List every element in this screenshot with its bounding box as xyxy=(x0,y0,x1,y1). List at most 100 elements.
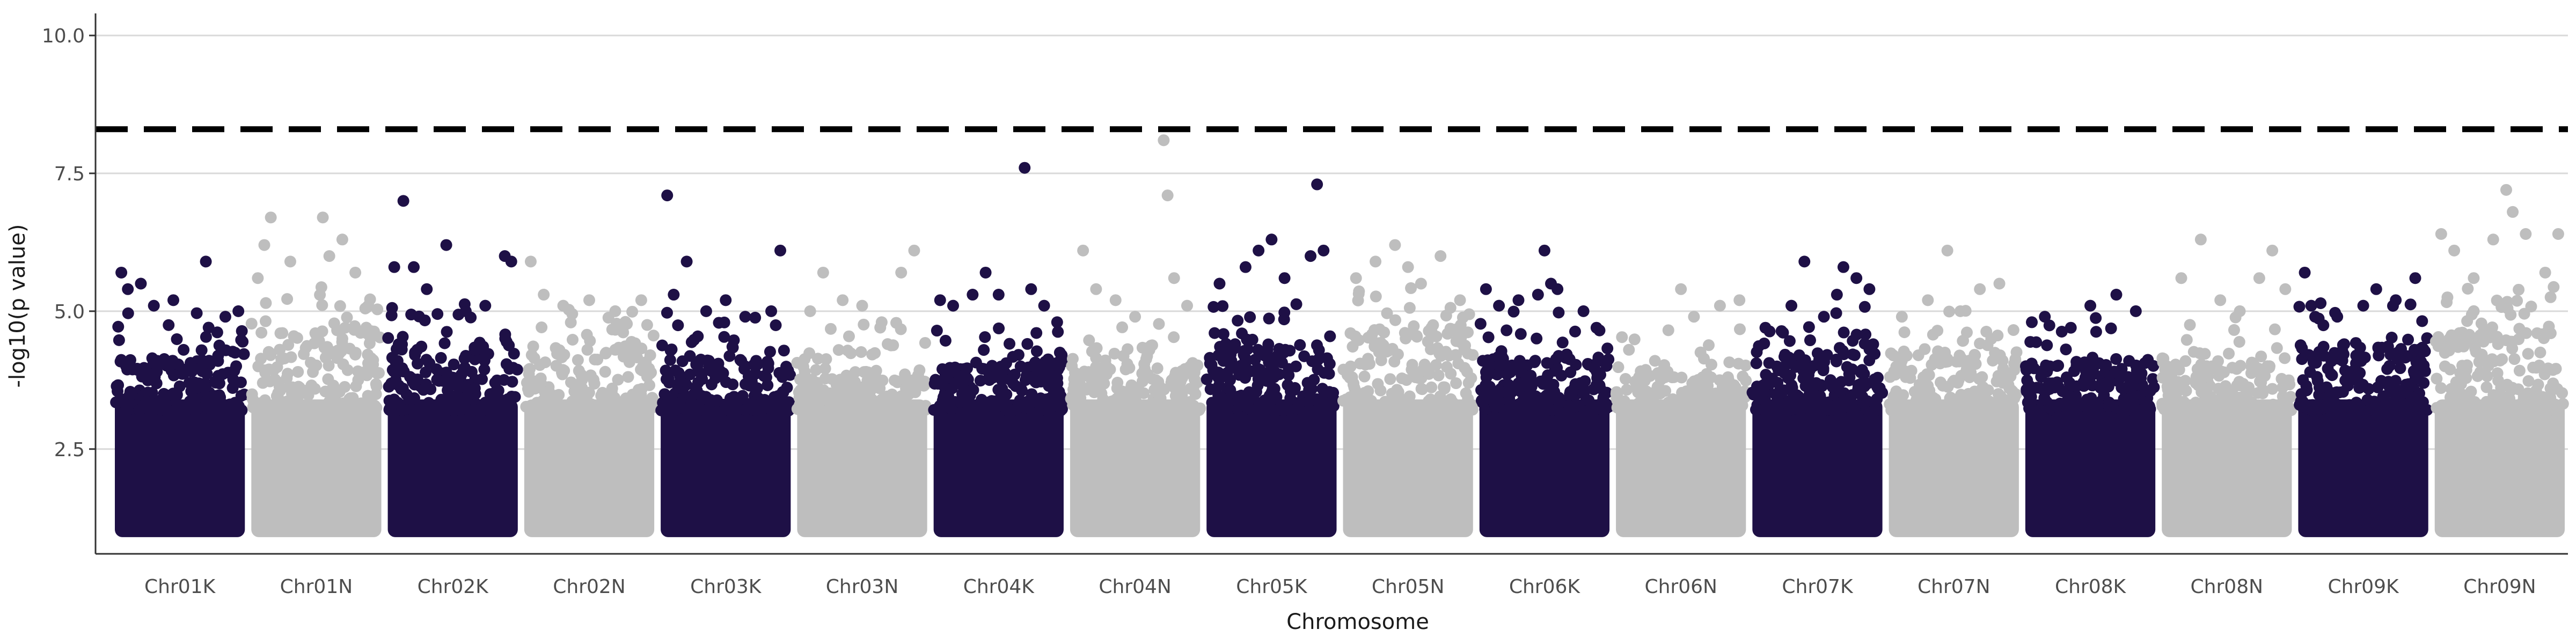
snp-point xyxy=(1662,324,1674,336)
snp-point xyxy=(645,367,657,379)
x-tick-label: Chr07N xyxy=(1918,576,1990,598)
snp-point xyxy=(760,396,773,408)
snp-point xyxy=(558,348,570,361)
snp-point xyxy=(2395,343,2407,355)
snp-point xyxy=(570,379,583,392)
snp-outlier-point xyxy=(362,299,375,312)
snp-point xyxy=(1233,369,1246,381)
x-tick-label: Chr03K xyxy=(690,576,762,598)
snp-point xyxy=(1514,328,1527,340)
snp-point xyxy=(764,346,776,358)
snp-point xyxy=(2284,378,2296,391)
chromosome-group-Chr02K xyxy=(382,195,523,537)
snp-point xyxy=(272,390,284,402)
snp-point xyxy=(1871,371,1884,384)
snp-point xyxy=(916,404,928,416)
snp-outlier-point xyxy=(2279,283,2292,295)
snp-point xyxy=(849,366,861,378)
snp-point xyxy=(440,367,452,379)
snp-point xyxy=(2408,367,2420,379)
snp-point xyxy=(1462,392,1474,405)
snp-point xyxy=(1030,327,1043,339)
snp-point xyxy=(2461,359,2473,371)
snp-point xyxy=(1600,402,1612,415)
snp-point xyxy=(2492,338,2504,350)
snp-point xyxy=(1838,326,1850,339)
snp-point xyxy=(150,402,163,415)
snp-outlier-point xyxy=(1941,244,1953,257)
snp-point xyxy=(1270,391,1283,403)
snp-outlier-point xyxy=(2331,311,2344,323)
snp-point xyxy=(363,337,376,349)
snp-point xyxy=(2332,353,2344,365)
snp-point xyxy=(458,353,471,365)
snp-point xyxy=(476,373,488,385)
snp-point xyxy=(1619,373,1631,385)
snp-outlier-point xyxy=(1038,299,1050,312)
snp-point xyxy=(2212,355,2224,367)
snp-point xyxy=(2530,384,2542,397)
snp-point xyxy=(274,327,287,339)
snp-outlier-point xyxy=(2194,233,2207,246)
chromosome-group-Chr05K xyxy=(1201,178,1340,537)
snp-point xyxy=(2254,375,2266,387)
snp-point xyxy=(2453,327,2465,339)
snp-point xyxy=(2486,321,2498,334)
snp-point xyxy=(728,402,740,414)
snp-point xyxy=(2030,336,2043,348)
x-tick-label: Chr07K xyxy=(1782,576,1854,598)
snp-point xyxy=(1721,404,1733,416)
x-tick-label: Chr03N xyxy=(826,576,899,598)
snp-point xyxy=(2513,283,2525,296)
snp-point xyxy=(2110,353,2123,365)
snp-point xyxy=(970,356,982,369)
snp-point xyxy=(2169,358,2182,371)
snp-point xyxy=(1989,347,2001,359)
snp-point xyxy=(1501,324,1513,336)
snp-outlier-point xyxy=(1493,299,1505,312)
snp-point xyxy=(874,382,886,394)
snp-point xyxy=(1968,385,1981,398)
snp-point xyxy=(655,404,668,416)
snp-outlier-point xyxy=(1350,272,1362,284)
snp-point xyxy=(1450,377,1462,390)
snp-point xyxy=(1794,392,1806,404)
snp-point xyxy=(803,375,815,387)
snp-point xyxy=(227,374,239,386)
snp-point xyxy=(1153,389,1165,401)
x-tick-label: Chr04K xyxy=(963,576,1035,598)
snp-point xyxy=(139,400,151,413)
snp-point xyxy=(1783,404,1796,416)
snp-outlier-point xyxy=(440,239,452,251)
snp-outlier-point xyxy=(635,294,647,306)
snp-point xyxy=(158,353,171,365)
snp-point xyxy=(1372,404,1384,416)
snp-point xyxy=(1035,376,1047,388)
snp-point xyxy=(1437,381,1450,393)
snp-point xyxy=(1540,403,1552,415)
snp-point xyxy=(1121,358,1133,370)
snp-outlier-point xyxy=(1305,250,1317,262)
dense-points-Chr04K xyxy=(933,399,1064,537)
snp-outlier-point xyxy=(583,294,595,306)
snp-point xyxy=(1140,353,1152,365)
snp-point xyxy=(1855,389,1867,401)
snp-point xyxy=(1803,321,1815,333)
snp-point xyxy=(1830,307,1842,319)
snp-point xyxy=(2357,378,2369,391)
x-tick-label: Chr06K xyxy=(1509,576,1581,598)
snp-outlier-point xyxy=(1158,134,1170,147)
snp-outlier-point xyxy=(1311,178,1323,191)
snp-point xyxy=(848,389,860,401)
snp-point xyxy=(2455,388,2468,400)
snp-point xyxy=(1547,378,1560,391)
snp-point xyxy=(255,326,268,339)
snp-point xyxy=(1261,343,1274,356)
snp-point xyxy=(1532,392,1545,404)
x-tick-label: Chr08N xyxy=(2191,576,2264,598)
snp-point xyxy=(2439,360,2451,372)
snp-point xyxy=(1570,400,1582,413)
snp-point xyxy=(2488,355,2500,368)
snp-outlier-point xyxy=(1181,299,1193,312)
snp-point xyxy=(523,386,535,398)
